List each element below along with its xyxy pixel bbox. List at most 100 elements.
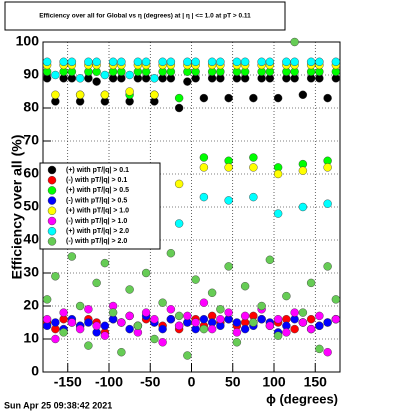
data-point [75, 324, 85, 334]
data-point [207, 324, 217, 334]
data-point [100, 90, 110, 100]
data-point [174, 93, 184, 103]
data-point [150, 90, 159, 100]
data-point [100, 331, 110, 340]
data-point [59, 328, 68, 337]
data-point [232, 318, 242, 327]
data-point [150, 334, 159, 344]
data-point [100, 70, 110, 80]
legend-label: (-) with pT/|q| > 2.0 [66, 238, 127, 245]
data-point [315, 311, 324, 321]
y-tick-label: 30 [23, 264, 39, 280]
x-axis-label: ϕ (degrees) [266, 391, 338, 406]
data-point [108, 57, 118, 66]
data-point [158, 298, 167, 307]
data-point [117, 57, 126, 66]
data-point [273, 93, 283, 103]
y-tick-label: 40 [23, 231, 39, 247]
data-point [158, 57, 167, 66]
data-point [199, 93, 209, 103]
data-point [249, 192, 258, 202]
data-point [323, 163, 332, 172]
data-point [315, 57, 324, 66]
data-point [265, 57, 275, 66]
data-point [92, 321, 101, 330]
data-point [141, 57, 151, 66]
data-point [183, 77, 192, 86]
data-point [323, 348, 332, 357]
data-point [282, 291, 291, 301]
data-point [166, 248, 176, 258]
data-point [216, 305, 225, 314]
y-tick-label: 70 [23, 132, 39, 148]
y-tick-label: 0 [31, 363, 39, 379]
legend-marker [47, 186, 57, 195]
data-point [100, 258, 110, 268]
data-point [166, 305, 176, 314]
data-point [191, 275, 200, 284]
data-point [315, 344, 324, 354]
data-point [59, 308, 68, 317]
data-point [323, 199, 332, 208]
data-point [183, 57, 192, 66]
data-point [306, 324, 316, 334]
legend-marker [47, 175, 57, 185]
data-point [331, 315, 341, 324]
data-point [240, 282, 250, 291]
data-point [290, 57, 299, 66]
data-point [298, 166, 308, 175]
data-point [224, 308, 233, 317]
y-tick-label: 80 [23, 99, 39, 115]
data-point [133, 57, 143, 66]
data-point [133, 321, 143, 330]
y-tick-label: 10 [23, 330, 39, 346]
data-point [216, 57, 225, 66]
data-point [298, 90, 308, 100]
data-point [199, 153, 209, 162]
data-point [240, 57, 250, 66]
data-point [125, 87, 134, 96]
legend-label: (-) with pT/|q| > 0.1 [66, 177, 127, 184]
data-point [183, 351, 192, 360]
data-point [117, 318, 126, 327]
data-point [199, 324, 209, 334]
data-point [257, 57, 266, 66]
data-point [51, 90, 60, 100]
data-point [183, 311, 192, 321]
data-point [158, 338, 167, 347]
data-point [125, 285, 134, 294]
data-point [331, 57, 341, 66]
data-point [249, 318, 258, 327]
data-point [290, 308, 299, 317]
data-point [51, 318, 60, 327]
y-tick-label: 60 [23, 165, 39, 181]
data-point [92, 57, 101, 66]
data-point [108, 308, 118, 317]
data-point [67, 57, 77, 66]
data-point [273, 169, 283, 179]
data-point [224, 262, 233, 271]
legend-box [39, 162, 161, 250]
data-point [323, 93, 332, 103]
data-point [298, 308, 308, 317]
data-point [84, 57, 93, 66]
legend-label: (+) with pT/|q| > 0.1 [66, 167, 129, 174]
data-point [282, 328, 291, 337]
data-point [306, 315, 316, 324]
data-point [290, 324, 299, 334]
data-point [306, 278, 316, 288]
data-point [290, 37, 299, 47]
data-point [249, 153, 258, 162]
data-point [323, 318, 332, 327]
data-point [232, 338, 242, 347]
chart-title: Efficiency over all for Global vs η (deg… [39, 13, 251, 20]
data-point [298, 318, 308, 327]
x-tick-label: -50 [140, 374, 160, 390]
data-point [166, 315, 176, 324]
title-box [4, 1, 286, 31]
y-axis-label: Efficiency over all (%) [9, 135, 25, 280]
data-point [323, 262, 332, 271]
data-point [199, 192, 209, 202]
data-point [92, 278, 101, 288]
